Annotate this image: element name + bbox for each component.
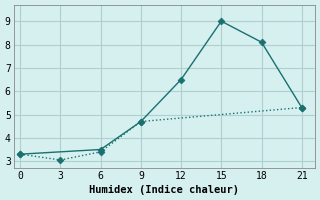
X-axis label: Humidex (Indice chaleur): Humidex (Indice chaleur): [89, 185, 239, 195]
